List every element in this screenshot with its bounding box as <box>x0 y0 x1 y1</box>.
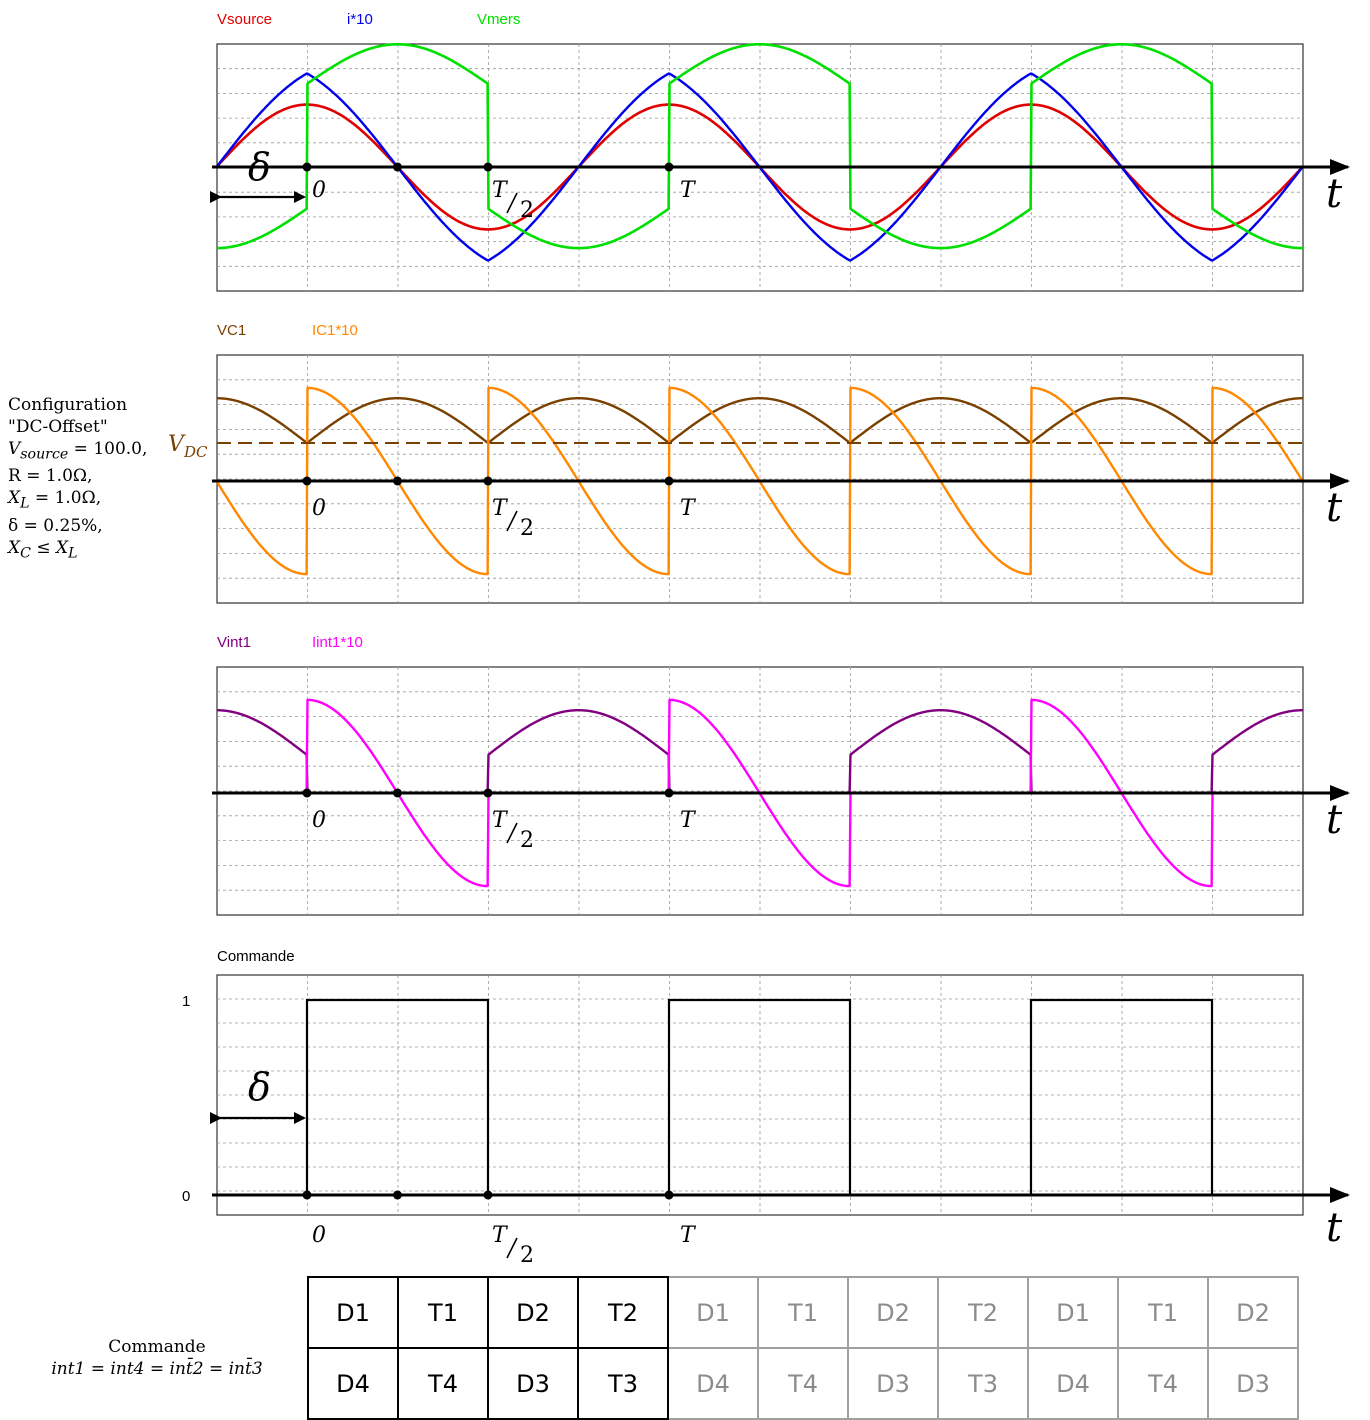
sequence-cell: T4 <box>1117 1347 1209 1420</box>
legend-entry: Commande <box>217 948 295 965</box>
config-xc: XC ≤ XL <box>8 537 78 562</box>
sequence-cell: T2 <box>937 1276 1029 1349</box>
tick-label-period: T <box>680 808 697 833</box>
axis-label-t: t <box>1326 171 1343 217</box>
axis-label-t: t <box>1326 1205 1343 1251</box>
tick-label-zero: 0 <box>312 808 326 833</box>
axis-dot <box>483 788 493 798</box>
tick-label-period: T <box>680 178 697 203</box>
legend-entry: Vsource <box>217 11 272 28</box>
sequence-cell: T4 <box>397 1347 489 1420</box>
sequence-cell: T3 <box>937 1347 1029 1420</box>
commande-note-eq: int1 = int4 = int̄2 = int̄3 <box>51 1359 263 1379</box>
config-title: Configuration <box>8 395 128 415</box>
axis-dot <box>302 162 312 172</box>
tick-label-zero: 0 <box>312 1223 326 1248</box>
sequence-cell: T2 <box>577 1276 669 1349</box>
vdc-label: V <box>168 432 186 457</box>
config-xl: XL = 1.0Ω, <box>8 488 102 512</box>
commande-note-title: Commande <box>108 1337 206 1357</box>
sequence-cell: D4 <box>307 1347 399 1420</box>
legend-entry: VC1 <box>217 322 246 339</box>
legend-entry: Vint1 <box>217 634 251 651</box>
axis-dot <box>483 162 493 172</box>
y-tick-zero: 0 <box>182 1188 190 1205</box>
sequence-cell: T3 <box>577 1347 669 1420</box>
sequence-cell: T4 <box>757 1347 849 1420</box>
axis-dot <box>393 788 402 798</box>
tick-label-zero: 0 <box>312 496 326 521</box>
series-vc1 <box>216 397 1304 444</box>
axis-dot <box>302 1190 312 1200</box>
configuration-block: Configuration "DC-Offset" Vsource = 100.… <box>8 394 147 564</box>
axis-dot <box>483 476 493 486</box>
sequence-cell: D2 <box>487 1276 579 1349</box>
sequence-cell: D2 <box>1207 1276 1299 1349</box>
axis-dot <box>393 162 402 172</box>
axis-dot <box>302 788 312 798</box>
sequence-cell: D4 <box>667 1347 759 1420</box>
sequence-cell: D4 <box>1027 1347 1119 1420</box>
delta-label: δ <box>248 1065 271 1109</box>
config-vsource: Vsource = 100.0, <box>8 439 148 463</box>
sequence-cell: D1 <box>667 1276 759 1349</box>
tick-label-half-den: 2 <box>520 828 534 853</box>
tick-label-zero: 0 <box>312 178 326 203</box>
panel-4 <box>216 974 1304 1216</box>
axis-dot <box>302 476 312 486</box>
commande-note: Commande int1 = int4 = int̄2 = int̄3 <box>22 1336 292 1380</box>
sequence-cell: T1 <box>757 1276 849 1349</box>
legend-entry: IC1*10 <box>312 322 358 339</box>
tick-label-half-den: 2 <box>520 198 534 223</box>
sequence-row-top: D1 T1 D2 T2 D1 T1 D2 T2 D1 T1 D2 <box>307 1276 1299 1349</box>
fraction-slash <box>506 510 518 532</box>
vdc-label-sub: DC <box>183 443 208 461</box>
y-tick-one: 1 <box>182 993 190 1010</box>
tick-label-half-num: T <box>492 808 509 833</box>
sequence-row-bottom: D4 T4 D3 T3 D4 T4 D3 T3 D4 T4 D3 <box>307 1347 1299 1420</box>
sequence-cell: D2 <box>847 1276 939 1349</box>
fraction-slash <box>506 822 518 844</box>
series-vmers <box>216 43 1304 250</box>
panel-3 <box>216 666 1304 916</box>
axis-dot <box>664 788 674 798</box>
tick-label-half-num: T <box>492 496 509 521</box>
tick-label-half-num: T <box>492 178 509 203</box>
axis-dot <box>664 1190 674 1200</box>
fraction-slash <box>506 192 518 214</box>
axis-dot <box>664 476 674 486</box>
sequence-cell: D3 <box>1207 1347 1299 1420</box>
tick-label-period: T <box>680 496 697 521</box>
axis-dot <box>393 1190 402 1200</box>
panel-2 <box>216 354 1304 604</box>
config-delta: δ = 0.25%, <box>8 515 103 536</box>
axis-label-t: t <box>1326 485 1343 531</box>
sequence-cell: D3 <box>487 1347 579 1420</box>
sequence-cell: D1 <box>307 1276 399 1349</box>
conduction-sequence-table: D1 T1 D2 T2 D1 T1 D2 T2 D1 T1 D2 D4 T4 D3 T3 D4 T4 D3 T3 D… <box>307 1276 1299 1420</box>
axis-dot <box>483 1190 493 1200</box>
tick-label-period: T <box>680 1223 697 1248</box>
config-r: R = 1.0Ω, <box>8 466 93 487</box>
fraction-slash <box>506 1237 518 1259</box>
tick-label-half-den: 2 <box>520 516 534 541</box>
config-mode: "DC-Offset" <box>8 417 108 437</box>
sequence-cell: T1 <box>397 1276 489 1349</box>
axis-dot <box>393 476 402 486</box>
sequence-cell: D3 <box>847 1347 939 1420</box>
sequence-cell: T1 <box>1117 1276 1209 1349</box>
legend-entry: Vmers <box>477 11 520 28</box>
tick-label-half-den: 2 <box>520 1243 534 1268</box>
axis-label-t: t <box>1326 797 1343 843</box>
legend-entry: Iint1*10 <box>312 634 363 651</box>
legend-entry: i*10 <box>347 11 373 28</box>
sequence-cell: D1 <box>1027 1276 1119 1349</box>
series-commande <box>216 998 1303 1197</box>
tick-label-half-num: T <box>492 1223 509 1248</box>
delta-label: δ <box>248 145 271 189</box>
axis-dot <box>664 162 674 172</box>
